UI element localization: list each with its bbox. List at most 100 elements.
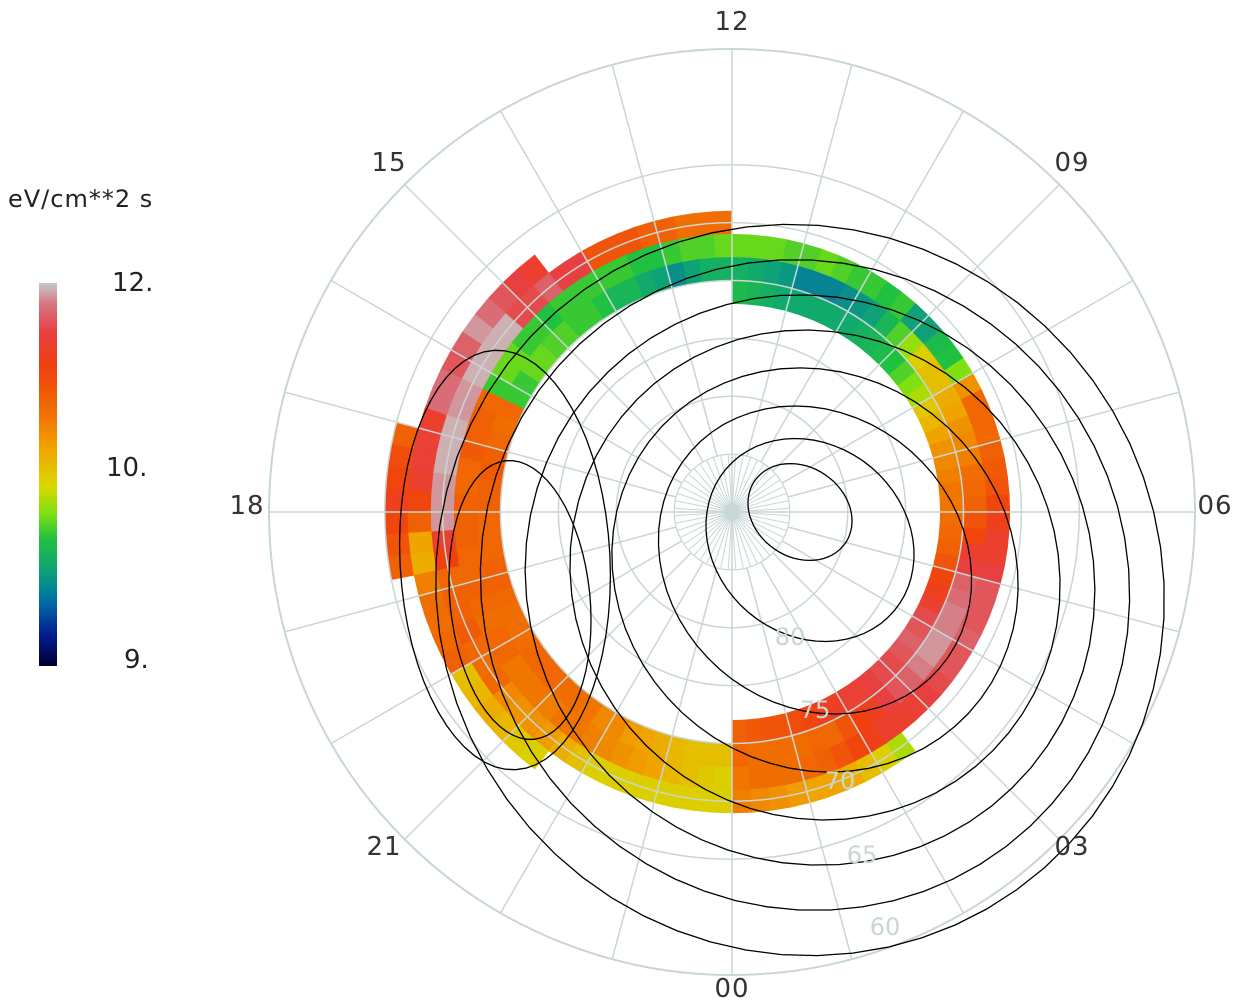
mlt-spoke-inner: [731, 511, 771, 556]
heatmap-cell: [454, 528, 480, 549]
mlt-spoke: [499, 561, 704, 914]
mlt-spoke-inner: [731, 454, 737, 513]
mlt-spoke-inner: [712, 457, 733, 513]
heatmap-cell: [731, 719, 748, 744]
mlt-hour-label: 12: [714, 7, 749, 37]
mlt-spoke-inner: [688, 473, 733, 513]
heatmap-cell: [698, 741, 718, 767]
heatmap-cell: [745, 280, 763, 306]
heatmap-cell: [748, 234, 769, 260]
mlt-spoke-inner: [705, 459, 733, 513]
heatmap-cell: [477, 494, 502, 513]
contour-line: [611, 367, 1019, 773]
mlt-hour-label: 06: [1197, 491, 1232, 521]
mlt-spoke-inner: [731, 457, 752, 513]
mlt-spoke: [787, 391, 1180, 498]
colorbar-tick-max: 12.: [112, 268, 153, 298]
heatmap-cell: [384, 488, 409, 513]
lat-label: 65: [847, 841, 878, 869]
colorbar-tick-min: 9.: [124, 645, 149, 675]
mlt-spoke-inner: [731, 511, 789, 524]
mlt-spoke-inner: [693, 511, 733, 556]
heatmap-cell: [385, 532, 412, 558]
mlt-spoke-inner: [727, 454, 733, 513]
heatmap-cell: [477, 511, 502, 530]
heatmap-cell: [939, 496, 964, 513]
mlt-hour-label: 09: [1054, 148, 1089, 178]
mlt-hour-label: 03: [1054, 832, 1089, 862]
mlt-spoke-inner: [683, 511, 733, 545]
contour-line: [479, 259, 1131, 911]
mlt-spoke-inner: [677, 492, 733, 513]
mlt-spoke: [746, 567, 853, 960]
contour-line: [435, 223, 1165, 957]
contour-line: [705, 437, 915, 643]
mlt-spoke: [787, 526, 1180, 633]
heatmap-cell: [731, 233, 751, 259]
lat-label: 80: [775, 623, 806, 651]
mlt-spoke: [611, 64, 718, 457]
mlt-spoke-inner: [712, 511, 733, 567]
colorbar-tick-mid: 10.: [106, 453, 147, 483]
contour-line: [657, 405, 973, 715]
heatmap-cell: [407, 511, 433, 534]
contour-line: [747, 462, 853, 562]
mlt-spoke-inner: [731, 511, 790, 517]
mlt-spoke-inner: [731, 473, 776, 513]
heatmap-cell: [748, 764, 769, 790]
heatmap-cell: [477, 478, 503, 498]
mlt-spoke: [499, 110, 704, 463]
heatmap-cell: [962, 511, 987, 530]
mlt-spoke: [772, 184, 1060, 472]
mlt-hour-label: 15: [371, 148, 406, 178]
mlt-spoke: [404, 552, 692, 840]
mlt-spoke-inner: [731, 479, 781, 513]
colorbar-unit-label: eV/cm**2 s: [8, 185, 153, 213]
mlt-spoke-inner: [731, 507, 790, 513]
mlt-spoke-inner: [720, 455, 733, 513]
heatmap-cell: [407, 490, 433, 513]
mlt-spoke: [772, 552, 1060, 840]
mlt-spoke-inner: [731, 468, 771, 513]
mlt-spoke-inner: [731, 511, 752, 567]
heatmap-cell: [984, 528, 1010, 549]
heatmap-cell: [410, 448, 438, 474]
mlt-spoke-inner: [683, 479, 733, 513]
mlt-spoke-inner: [731, 511, 785, 539]
heatmap-cell: [408, 531, 434, 555]
lat-label: 75: [800, 696, 831, 724]
mlt-spoke: [330, 279, 683, 484]
mlt-spoke-inner: [731, 492, 787, 513]
mlt-spoke-inner: [731, 511, 744, 569]
mlt-spoke-inner: [679, 485, 733, 513]
lat-label: 70: [825, 767, 856, 795]
heatmap-cell: [695, 234, 716, 260]
mlt-spoke-inner: [731, 511, 737, 570]
mlt-spoke-inner: [731, 463, 765, 513]
mlt-spoke-inner: [731, 511, 765, 561]
mlt-spoke: [760, 110, 965, 463]
mlt-spoke-inner: [677, 511, 733, 532]
mlt-spoke-inner: [720, 511, 733, 569]
colorbar-gradient: [39, 283, 57, 666]
mlt-spoke-inner: [731, 459, 759, 513]
mlt-hour-label: 00: [714, 974, 749, 1004]
mlt-spoke-inner: [731, 485, 785, 513]
contour-line: [524, 294, 1096, 866]
mlt-spoke-inner: [699, 463, 733, 513]
mlt-spoke-inner: [731, 500, 789, 513]
heatmap-cell: [938, 525, 964, 543]
mlt-hour-label: 18: [229, 491, 264, 521]
heatmap-cell: [453, 493, 479, 513]
mlt-spoke: [330, 540, 683, 745]
mlt-spoke: [611, 567, 718, 960]
lat-label: 60: [870, 913, 901, 941]
mlt-hour-label: 21: [366, 832, 401, 862]
heatmap-cell: [731, 257, 750, 282]
mlt-spoke-inner: [674, 507, 733, 513]
heatmap-cell: [713, 765, 733, 791]
heatmap-cell: [408, 469, 434, 493]
mlt-spoke: [404, 184, 692, 472]
mlt-spoke-inner: [688, 511, 733, 551]
